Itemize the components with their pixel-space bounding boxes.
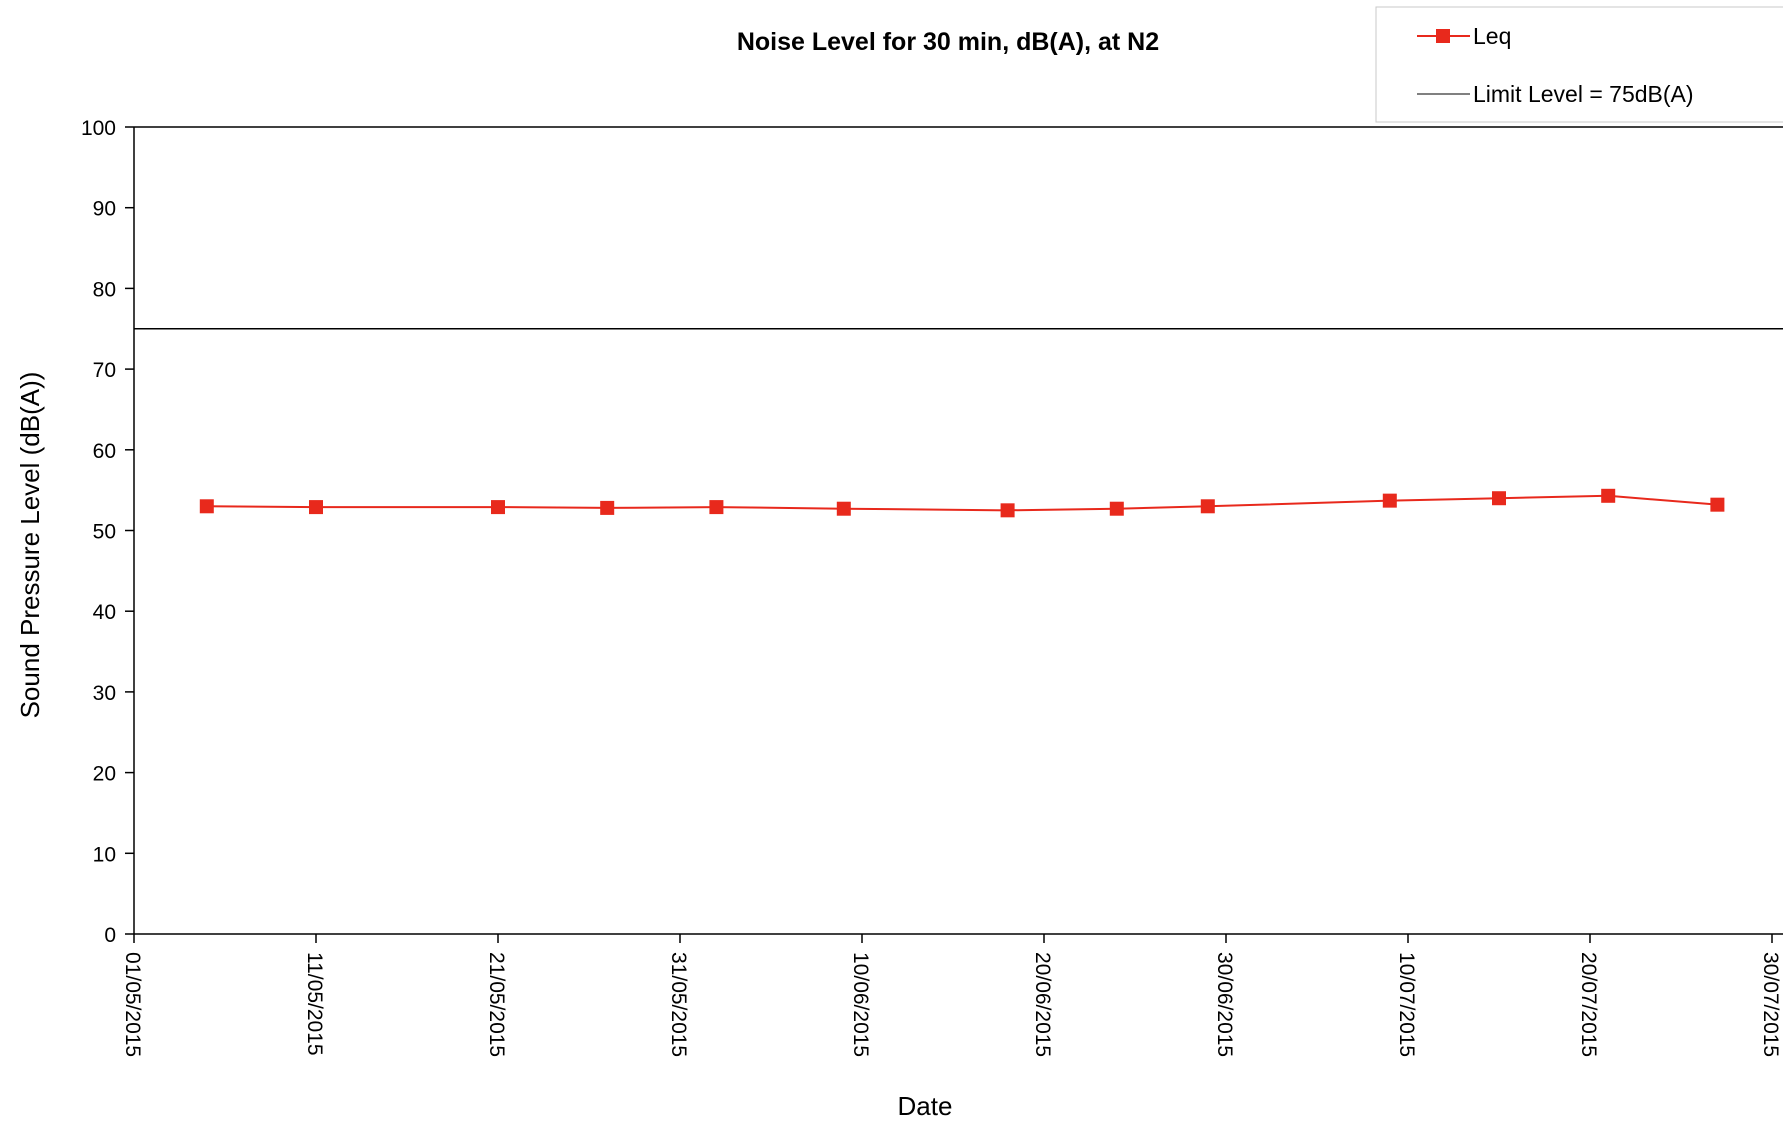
y-tick-label: 60 xyxy=(93,440,116,463)
x-axis-title: Date xyxy=(898,1091,953,1121)
leq-data-point xyxy=(1710,497,1725,512)
y-axis-title: Sound Pressure Level (dB(A)) xyxy=(15,372,45,719)
leq-data-point xyxy=(709,500,724,515)
leq-data-point xyxy=(1109,501,1124,516)
leq-data-point xyxy=(199,499,214,514)
y-tick-label: 10 xyxy=(93,843,116,866)
leq-data-point xyxy=(1382,493,1397,508)
legend: Leq Limit Level = 75dB(A) xyxy=(1375,6,1783,123)
x-tick-label: 30/06/2015 xyxy=(1213,952,1236,1057)
series-layer xyxy=(134,328,1783,518)
leq-data-point xyxy=(1200,499,1215,514)
y-tick-label: 100 xyxy=(81,117,116,140)
x-tick-label: 20/07/2015 xyxy=(1577,952,1600,1057)
y-tick-label: 50 xyxy=(93,521,116,544)
leq-series-line xyxy=(206,494,1718,512)
x-tick-label: 20/06/2015 xyxy=(1031,952,1054,1057)
x-tick-label: 10/07/2015 xyxy=(1395,952,1418,1057)
y-tick-label: 20 xyxy=(93,763,116,786)
y-tick-label: 40 xyxy=(93,601,116,624)
leq-data-point xyxy=(309,500,323,515)
legend-box xyxy=(1375,6,1783,123)
x-tick-label: 10/06/2015 xyxy=(849,952,872,1057)
leq-data-point xyxy=(600,500,615,515)
x-tick-label: 01/05/2015 xyxy=(121,952,144,1057)
y-tick-label: 70 xyxy=(93,359,116,382)
y-tick-label: 90 xyxy=(93,198,116,221)
x-tick-label: 11/05/2015 xyxy=(303,952,326,1056)
leq-data-point xyxy=(836,501,851,516)
legend-limit-label: Limit Level = 75dB(A) xyxy=(1473,81,1694,107)
chart-title: Noise Level for 30 min, dB(A), at N2 xyxy=(737,28,1159,56)
leq-data-point xyxy=(1492,491,1506,506)
y-tick-label: 0 xyxy=(104,924,116,947)
y-tick-label: 80 xyxy=(93,278,116,301)
leq-data-point xyxy=(1601,488,1616,503)
y-axis-ticks: 0 10 20 30 40 50 60 70 80 90 100 xyxy=(81,117,134,947)
x-tick-label: 30/07/2015 xyxy=(1759,952,1782,1057)
legend-leq-marker xyxy=(1436,29,1450,43)
y-tick-label: 30 xyxy=(93,682,116,705)
x-tick-label: 21/05/2015 xyxy=(485,952,508,1057)
legend-leq-label: Leq xyxy=(1473,23,1511,49)
leq-data-point xyxy=(1000,503,1015,518)
leq-data-point xyxy=(491,500,505,515)
x-tick-label: 31/05/2015 xyxy=(667,952,690,1057)
x-axis-ticks: 01/05/2015 11/05/2015 21/05/2015 31/05/2015… xyxy=(121,934,1782,1057)
